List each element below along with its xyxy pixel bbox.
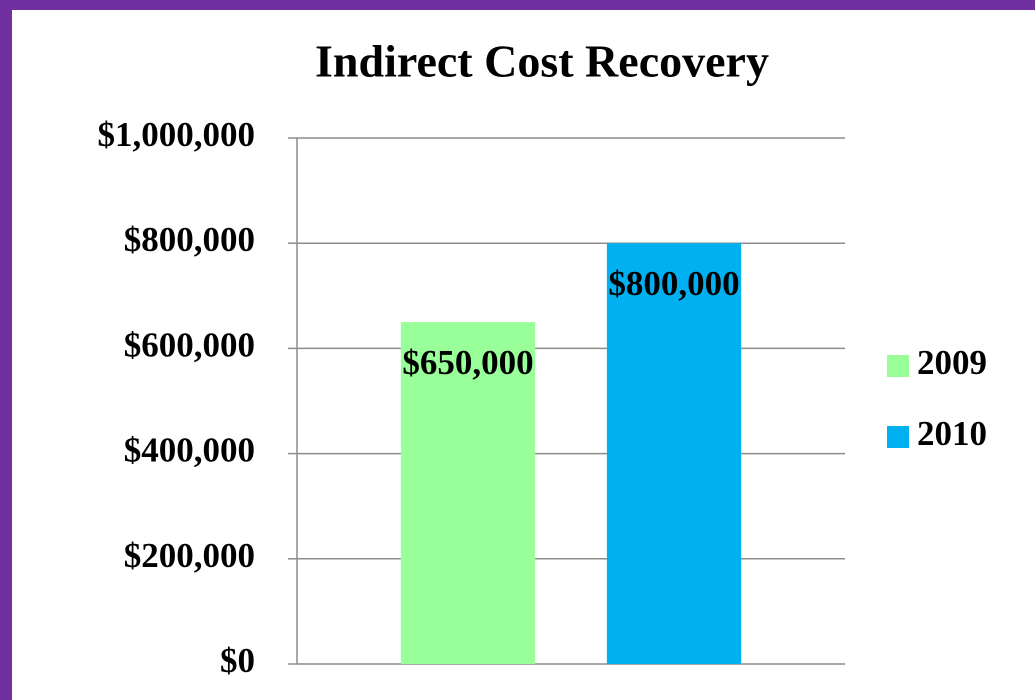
chart-title: Indirect Cost Recovery [315,36,769,87]
legend-swatch [887,355,909,377]
bar [606,243,742,664]
y-tick-label: $1,000,000 [98,115,256,154]
y-tick-label: $800,000 [124,220,255,259]
y-tick-label: $400,000 [124,431,255,470]
legend-label: 2009 [917,343,987,382]
legend-swatch [887,426,909,448]
bar [400,322,536,664]
legend-label: 2010 [917,414,987,453]
y-tick-label: $200,000 [124,536,255,575]
y-tick-label: $0 [220,641,255,680]
value-label: $650,000 [402,343,533,382]
y-tick-label: $600,000 [124,325,255,364]
value-label: $800,000 [608,264,739,303]
